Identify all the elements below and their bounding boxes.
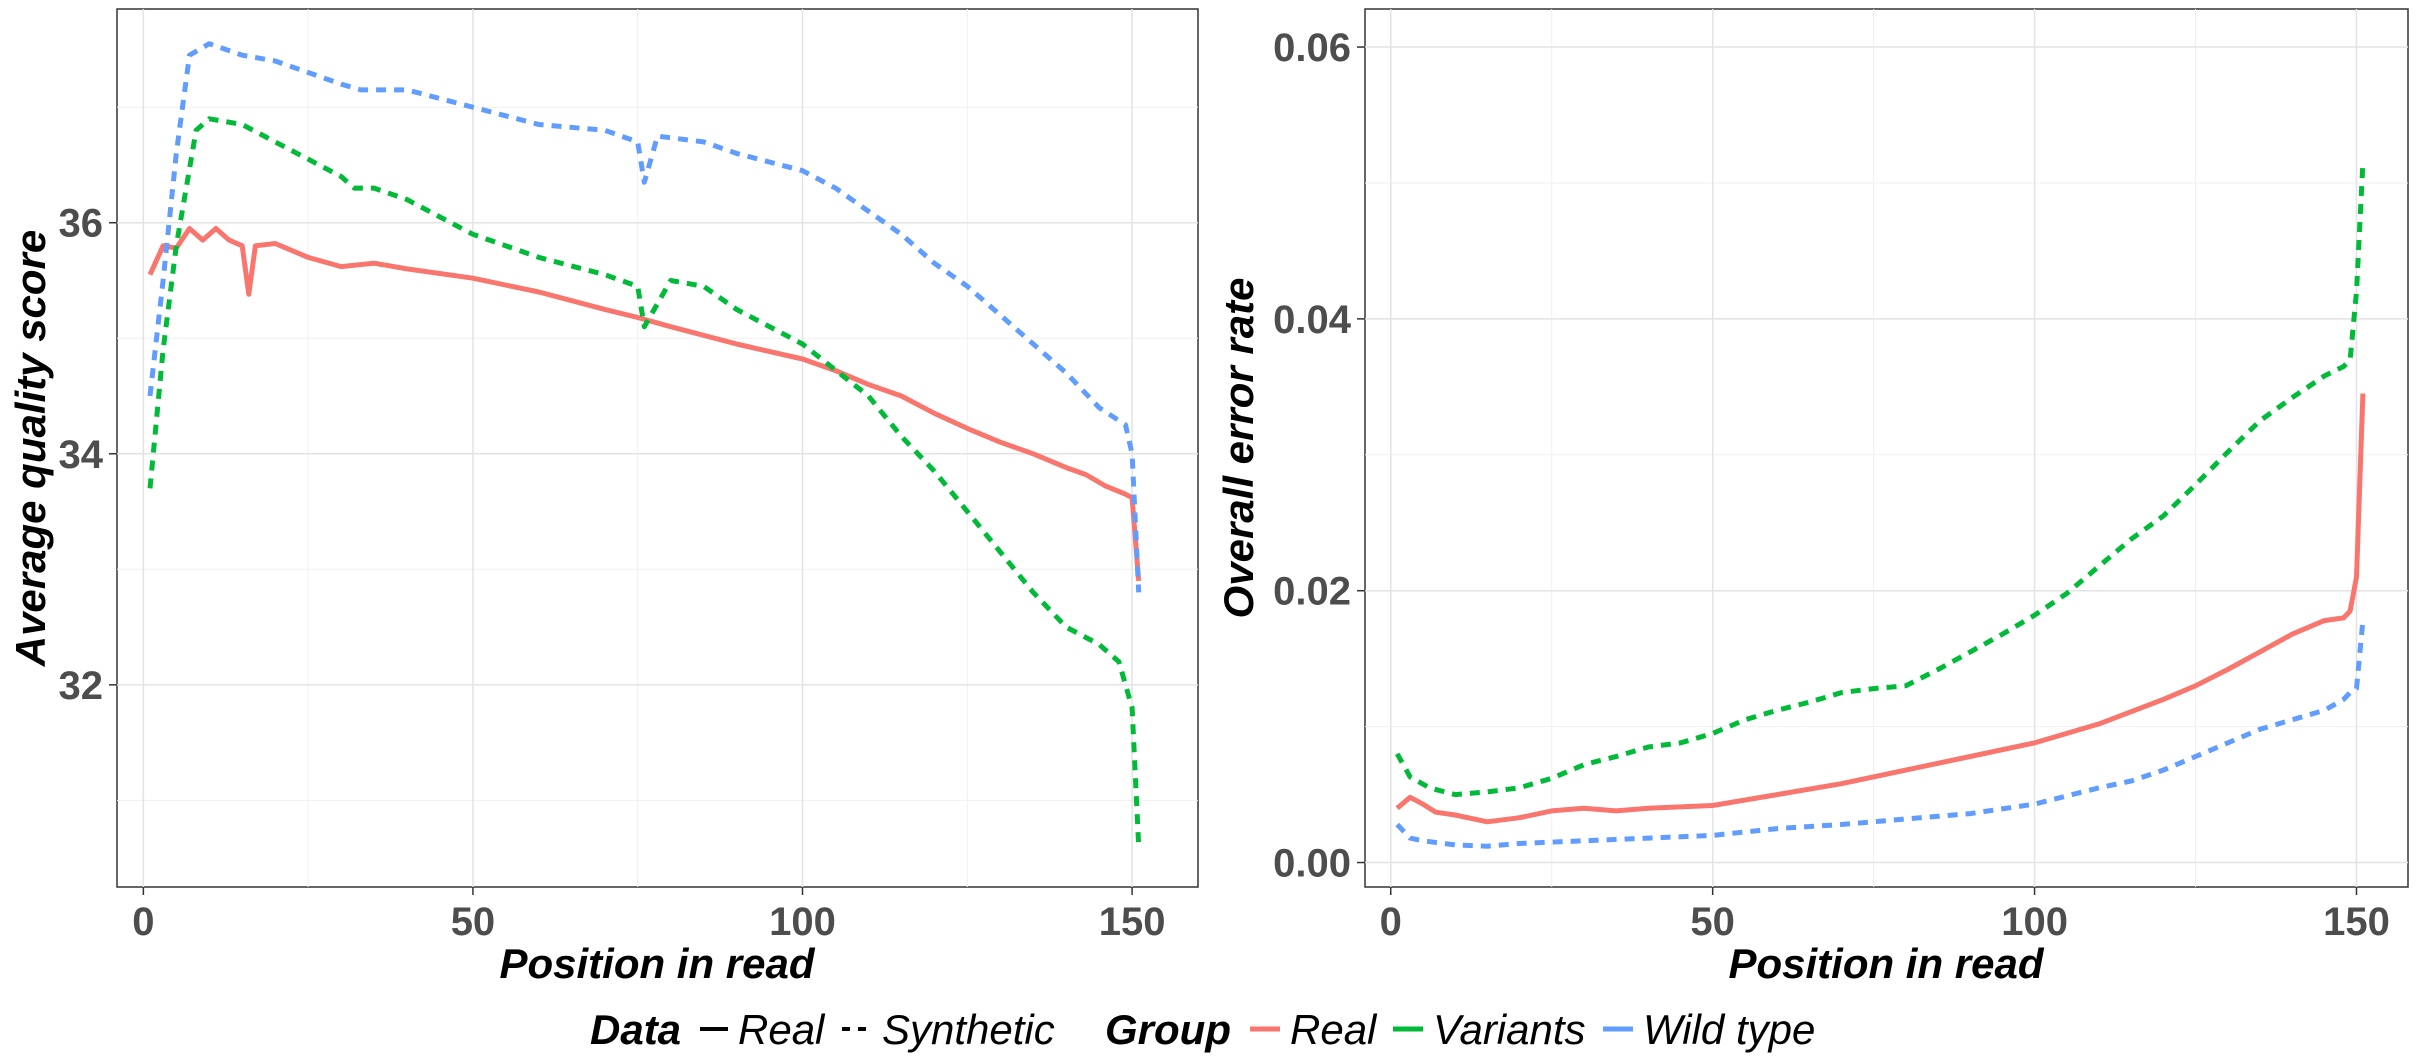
y-tick-label: 0.06 (1273, 26, 1351, 70)
y-ticks: 0.00 0.02 0.04 0.06 (1273, 26, 1365, 886)
legend-label-group-wild-type: Wild type (1643, 1006, 1815, 1053)
x-axis-title: Position in read (499, 940, 815, 987)
series-line-wild-type (147, 41, 1142, 593)
x-tick-label: 50 (1690, 900, 1735, 944)
series-line-variants (147, 116, 1142, 847)
y-tick-label: 32 (59, 664, 104, 708)
plot-area (1364, 8, 2409, 888)
legend: Data Real Synthetic Group Real Variants … (590, 1006, 1815, 1053)
y-tick-label: 36 (59, 202, 104, 246)
y-tick-label: 34 (59, 433, 104, 477)
quality-score-panel: 0 50 100 150 32 34 36 Position in read Averag… (7, 8, 1199, 987)
error-rate-panel: 0 50 100 150 0.00 0.02 0.04 0.06 Position in r… (1215, 8, 2409, 987)
x-ticks: 0 50 100 150 (132, 887, 1165, 944)
y-tick-label: 0.04 (1273, 298, 1352, 342)
x-tick-label: 0 (132, 900, 154, 944)
x-tick-label: 150 (1099, 900, 1166, 944)
x-tick-label: 150 (2323, 900, 2390, 944)
legend-label-group-real: Real (1290, 1006, 1378, 1053)
y-tick-label: 0.00 (1273, 842, 1351, 886)
series-lines (1395, 162, 2366, 849)
y-tick-label: 0.02 (1273, 570, 1351, 614)
x-tick-label: 100 (2001, 900, 2068, 944)
legend-title-group: Group (1105, 1006, 1231, 1053)
grid (117, 9, 1198, 887)
legend-label-real: Real (738, 1006, 826, 1053)
plot-area (116, 8, 1199, 888)
legend-title-data: Data (590, 1006, 681, 1053)
x-tick-label: 0 (1380, 900, 1402, 944)
grid (1365, 9, 2408, 887)
series-line-wild-type (1395, 620, 2366, 849)
x-tick-label: 100 (769, 900, 836, 944)
series-line-real (1395, 393, 2366, 825)
series-line-real (147, 226, 1142, 582)
x-ticks: 0 50 100 150 (1380, 887, 2390, 944)
series-lines (147, 41, 1142, 847)
series-line-variants (1395, 162, 2366, 798)
legend-label-synthetic: Synthetic (882, 1006, 1055, 1053)
x-axis-title: Position in read (1728, 940, 2044, 987)
y-axis-title: Overall error rate (1215, 278, 1262, 619)
x-tick-label: 50 (451, 900, 496, 944)
y-ticks: 32 34 36 (59, 202, 117, 708)
y-axis-title: Average quality score (7, 230, 54, 668)
legend-label-group-variants: Variants (1433, 1006, 1586, 1053)
